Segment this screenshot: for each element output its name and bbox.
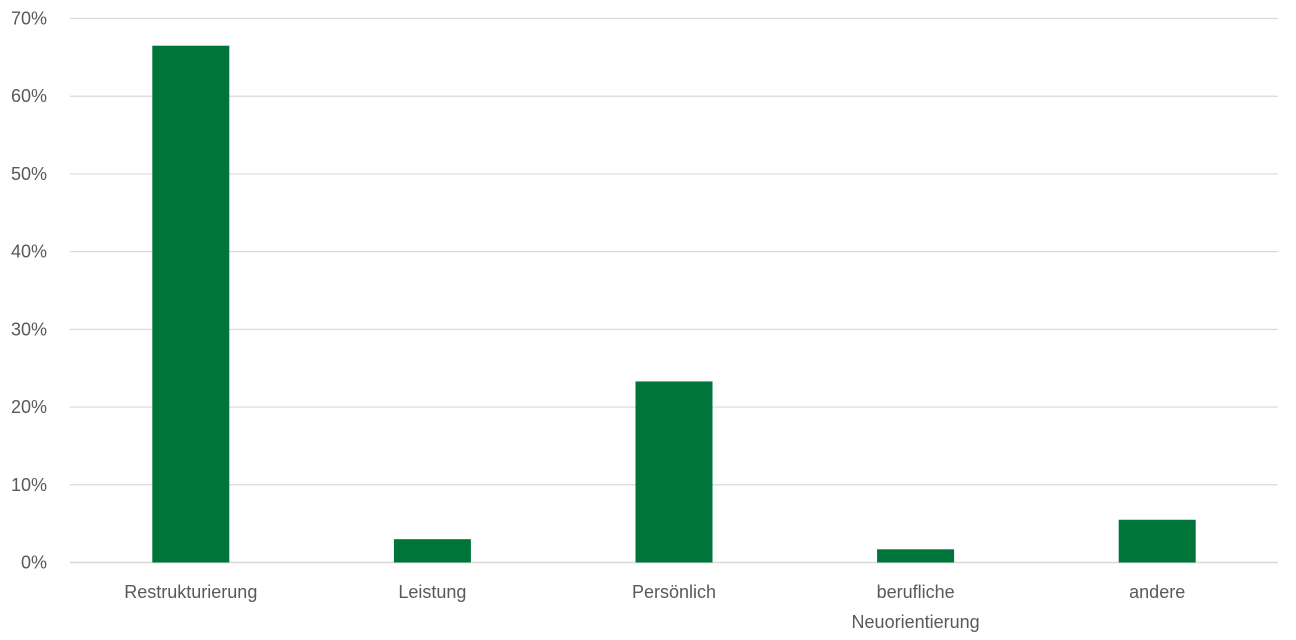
x-category-label: berufliche Neuorientierung [852,582,980,632]
y-tick-label: 50% [11,164,47,184]
y-tick-label: 70% [11,9,47,29]
x-category-label: andere [1129,582,1185,602]
x-category-label-line: Restrukturierung [124,582,257,602]
x-category-label-line: Neuorientierung [852,612,980,632]
x-category-label: Persönlich [632,582,716,602]
y-tick-label: 40% [11,242,47,262]
x-category-label: Restrukturierung [124,582,257,602]
x-category-label-line: andere [1129,582,1185,602]
y-tick-label: 10% [11,475,47,495]
x-category-label: Leistung [398,582,466,602]
bar [393,539,471,563]
y-tick-label: 0% [21,553,47,573]
gridlines [70,17,1278,564]
bar [877,549,955,563]
x-axis-category-labels: Restrukturierung Leistung Persönlich berufl… [124,582,1185,632]
bar [1118,519,1196,563]
bar [152,45,230,563]
bar [635,381,713,563]
bars [152,45,1196,563]
y-tick-label: 30% [11,319,47,339]
y-tick-label: 60% [11,86,47,106]
x-category-label-line: berufliche [877,582,955,602]
x-category-label-line: Persönlich [632,582,716,602]
y-axis-tick-labels: 0% 10% 20% 30% 40% 50% 60% 70% [11,9,47,573]
x-category-label-line: Leistung [398,582,466,602]
y-tick-label: 20% [11,397,47,417]
